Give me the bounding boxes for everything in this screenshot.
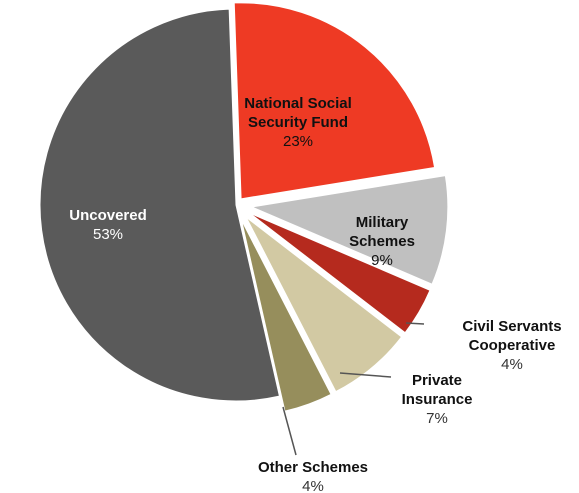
slice-label: Private Insurance 7% [402,372,473,427]
pie-slice [39,8,281,402]
pie-slice [233,2,436,200]
slice-name-label: Schemes [349,233,415,250]
slice-name-label: Civil Servants [462,318,561,335]
slice-value-label: 7% [426,410,448,427]
slice-label: Civil Servants Cooperative 4% [462,318,561,373]
pie-slice [249,212,431,334]
slice-value-label: 53% [93,226,123,243]
leader-line [339,372,392,378]
leader-line [282,406,297,456]
pie-slice [240,219,332,412]
slice-name-label: Uncovered [69,207,147,224]
slice-value-label: 4% [501,356,523,373]
slice-value-label: 23% [283,133,313,150]
pie-slice [245,216,403,393]
slice-label: Other Schemes 4% [258,459,368,493]
slice-value-label: 4% [302,478,324,493]
slice-name-label: Insurance [402,391,473,408]
slice-value-label: 9% [371,252,393,269]
slice-label: Military Schemes 9% [349,214,415,269]
slice-name-label: National Social [244,95,352,112]
slice-name-label: Cooperative [469,337,556,354]
slice-name-label: Other Schemes [258,459,368,476]
pie-slice [250,175,449,285]
slice-label: National Social Security Fund 23% [244,95,352,150]
slice-name-label: Military [356,214,409,231]
slice-name-label: Security Fund [248,114,348,131]
slice-name-label: Private [412,372,462,389]
leader-line [405,322,425,325]
slice-label: Uncovered 53% [69,207,147,243]
